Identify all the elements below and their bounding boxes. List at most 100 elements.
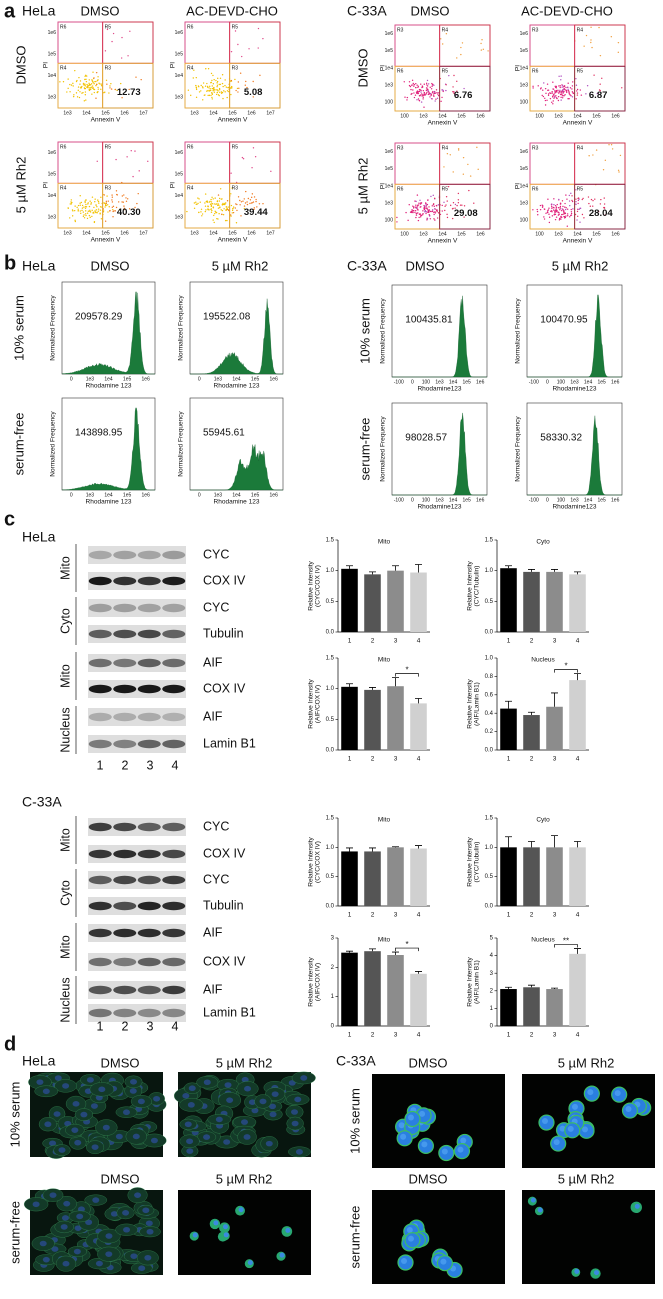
event-dot <box>424 211 426 213</box>
blot-strip <box>88 654 186 672</box>
lane-number: 1 <box>97 758 104 772</box>
event-dot <box>560 96 562 99</box>
event-dot <box>83 214 85 216</box>
event-dot <box>423 207 425 210</box>
error-bar <box>369 948 376 952</box>
event-dot <box>207 86 209 89</box>
histogram <box>61 291 155 375</box>
y-tick-label: 1e4 <box>385 183 394 189</box>
event-dot <box>426 79 429 82</box>
x-tick-label: 1e3 <box>419 113 428 119</box>
nucleus <box>44 1121 52 1128</box>
event-dot <box>230 87 232 89</box>
nucleus <box>115 1133 123 1140</box>
event-dot <box>190 94 192 97</box>
event-dot <box>467 163 469 166</box>
event-dot <box>567 89 570 92</box>
bar <box>387 955 404 1026</box>
event-dot <box>75 80 78 83</box>
x-tick-label: 1e3 <box>570 379 579 385</box>
x-tick-label: 1e6 <box>142 376 151 382</box>
event-dot <box>219 207 221 209</box>
event-dot <box>112 208 114 211</box>
event-dot <box>477 168 479 171</box>
row-label: serum-free <box>7 1201 22 1264</box>
event-dot <box>210 88 212 90</box>
event-dot <box>568 91 570 93</box>
event-dot <box>608 144 610 146</box>
event-dot <box>96 91 99 94</box>
blot-strip <box>88 546 186 564</box>
event-dot <box>86 83 88 86</box>
nucleus <box>537 1207 543 1213</box>
x-tick-label: 1e7 <box>139 110 148 116</box>
event-dot <box>543 82 545 84</box>
event-dot <box>596 92 598 95</box>
x-tick-label: 3 <box>394 756 398 763</box>
event-dot <box>576 210 579 213</box>
y-axis-label: Relative Intensity <box>308 837 315 887</box>
event-dot <box>81 92 83 94</box>
event-dot <box>568 194 571 197</box>
event-dot <box>547 211 549 214</box>
blot-band <box>88 849 112 859</box>
y-axis-label: Relative Intensity <box>308 957 315 1007</box>
x-tick-label: 2 <box>530 756 534 763</box>
x-axis-label: Annexin V <box>428 120 458 127</box>
event-dot <box>544 97 546 99</box>
event-dot <box>77 208 79 210</box>
event-dot <box>539 204 542 207</box>
event-dot <box>210 204 213 207</box>
event-dot <box>568 200 571 202</box>
blot-band <box>88 739 112 749</box>
event-dot <box>249 202 251 205</box>
event-dot <box>234 78 236 81</box>
x-tick-label: 1e4 <box>209 230 218 236</box>
event-dot <box>255 198 257 201</box>
event-dot <box>240 201 243 203</box>
blot-band <box>88 1008 112 1018</box>
event-dot <box>577 202 579 205</box>
x-tick-label: 1e4 <box>104 492 113 498</box>
error-bar <box>528 569 535 572</box>
event-dot <box>425 205 428 207</box>
nucleus <box>134 1192 142 1198</box>
event-dot <box>111 40 113 43</box>
blot-band <box>88 875 112 885</box>
event-dot <box>253 208 255 211</box>
blot-band <box>137 684 161 694</box>
nucleus <box>105 1251 113 1257</box>
error-bar <box>415 971 422 974</box>
event-dot <box>557 207 560 209</box>
x-tick-label: 1e6 <box>247 110 256 116</box>
event-dot <box>481 39 483 41</box>
x-tick-label: 1e4 <box>584 497 593 503</box>
y-axis-label: PI <box>43 182 50 188</box>
mean-fluorescence: 195522.08 <box>203 312 251 323</box>
event-dot <box>93 91 96 94</box>
x-tick-label: 1e5 <box>101 230 110 236</box>
event-dot <box>252 96 254 98</box>
mean-fluorescence: 100470.95 <box>540 315 588 326</box>
event-dot <box>217 194 220 196</box>
blot-band <box>88 901 112 911</box>
event-dot <box>418 100 421 102</box>
mean-fluorescence: 209578.29 <box>75 312 123 323</box>
event-dot <box>72 85 74 87</box>
event-dot <box>195 76 197 79</box>
event-dot <box>192 77 194 79</box>
event-dot <box>417 209 419 211</box>
event-dot <box>409 85 412 88</box>
event-dot <box>411 84 413 86</box>
y-axis-label: PI <box>380 65 387 71</box>
event-dot <box>243 205 246 207</box>
event-dot <box>554 210 556 213</box>
x-tick-label: 1e5 <box>228 110 237 116</box>
chart-title: Cyto <box>536 539 550 546</box>
blot-band <box>162 576 186 586</box>
gate-label: R3 <box>532 27 539 33</box>
significance-bracket <box>554 944 578 948</box>
nucleus <box>58 1147 66 1153</box>
event-dot <box>408 203 410 206</box>
